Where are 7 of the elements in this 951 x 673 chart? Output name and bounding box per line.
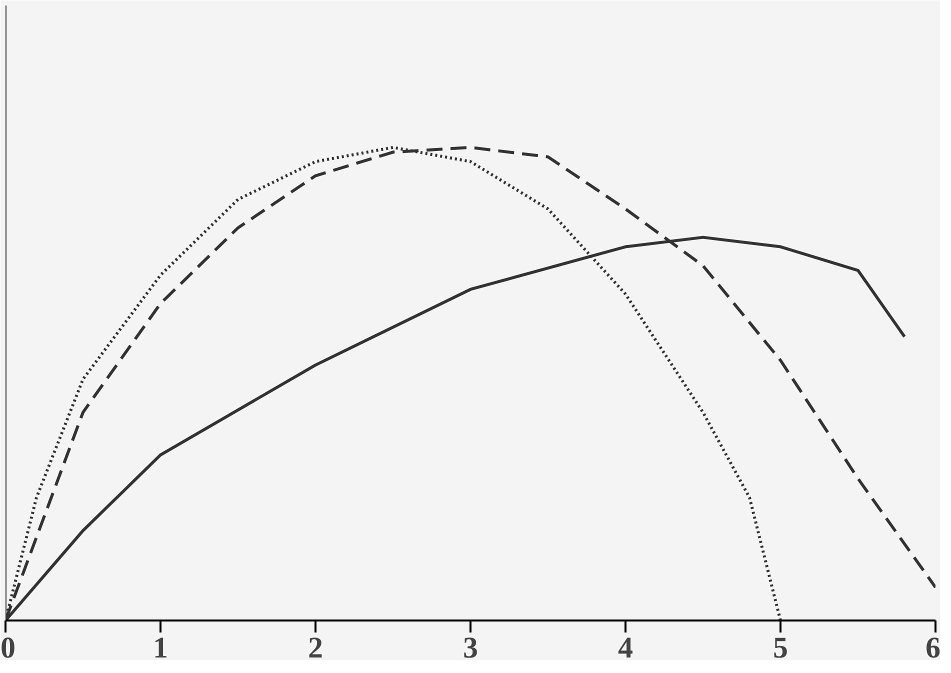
x-tick-label: 0 <box>0 632 16 664</box>
x-tick-label: 6 <box>926 632 940 664</box>
x-tick-label: 2 <box>308 632 323 664</box>
x-tick-label: 5 <box>773 632 788 664</box>
x-tick-label: 3 <box>463 632 478 664</box>
x-tick-label: 4 <box>618 632 633 664</box>
x-tick-label: 1 <box>153 632 168 664</box>
